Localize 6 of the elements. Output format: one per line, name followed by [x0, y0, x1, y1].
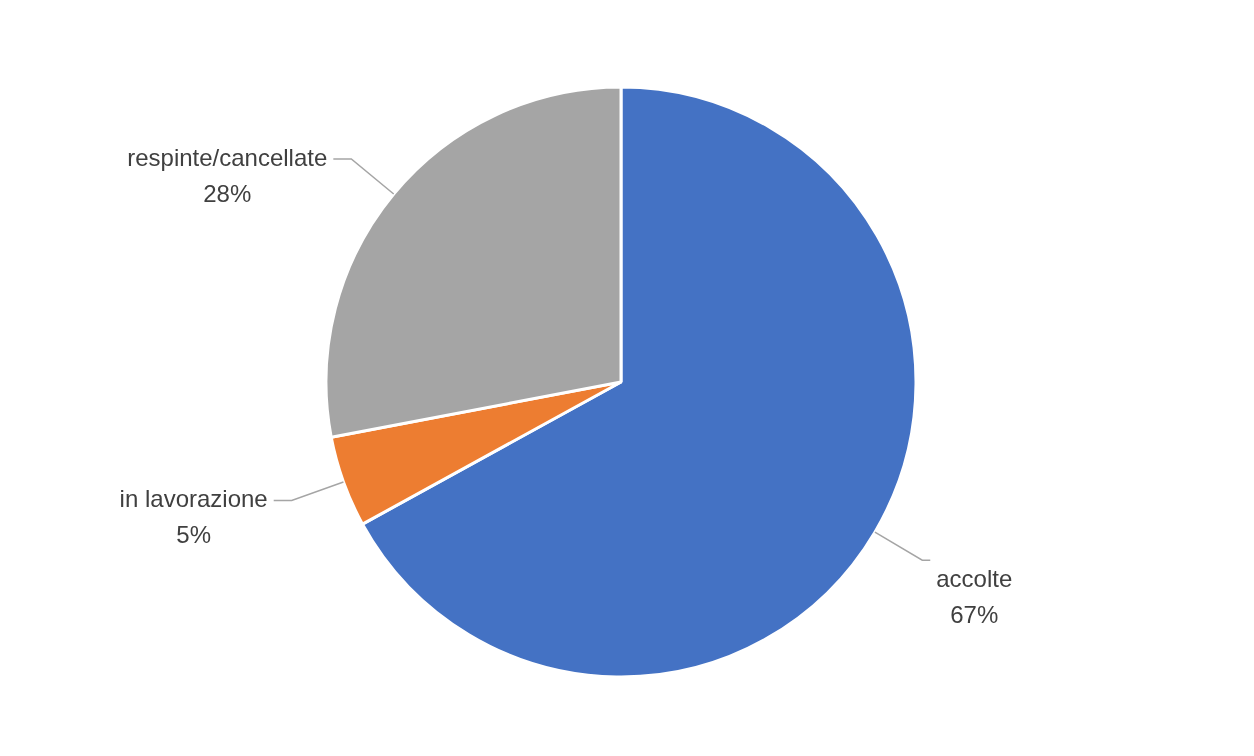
slice-label: respinte/cancellate — [127, 143, 328, 171]
data-label: 28% — [203, 179, 252, 207]
data-label: 67% — [950, 600, 999, 628]
slice-label: in lavorazione — [119, 485, 268, 513]
slice-label: accolte — [936, 564, 1013, 592]
data-label: 5% — [176, 521, 211, 549]
